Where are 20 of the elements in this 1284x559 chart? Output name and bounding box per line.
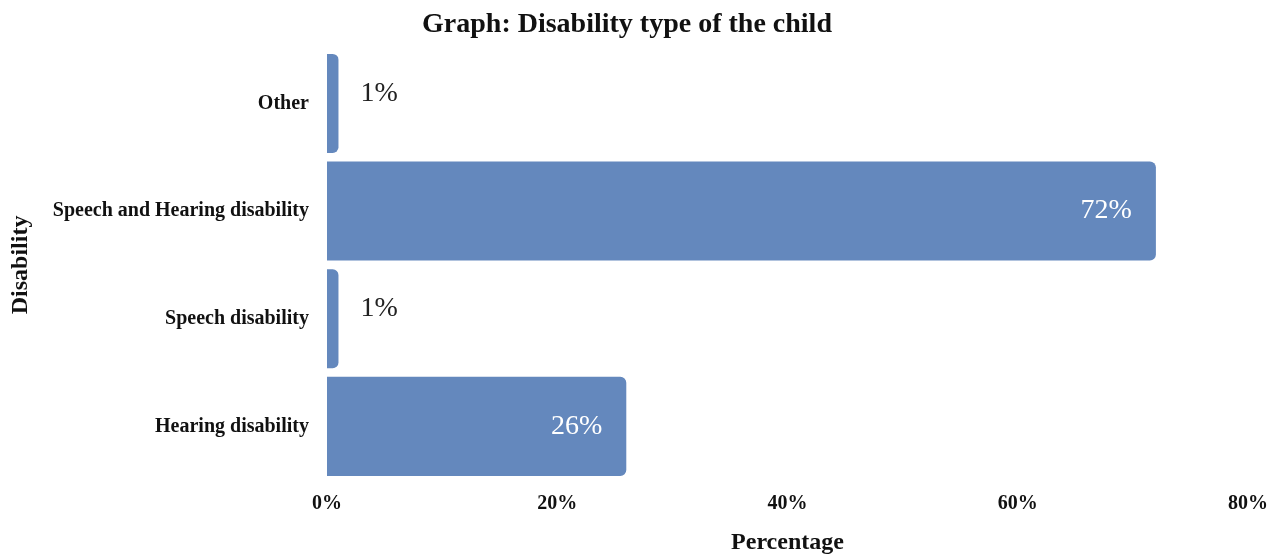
x-tick-label: 0% [311, 491, 342, 514]
bar [326, 161, 1156, 261]
y-axis-title: Disability [5, 215, 32, 315]
y-tick-label: Speech disability [165, 305, 309, 329]
x-axis-title: Percentage [731, 527, 845, 554]
bar [326, 53, 339, 153]
x-tick-label: 20% [537, 491, 578, 514]
x-tick-label: 80% [1228, 491, 1268, 514]
data-label: 1% [360, 291, 398, 323]
data-label: 72% [1080, 193, 1132, 225]
bar [326, 376, 627, 476]
data-label: 26% [550, 408, 603, 440]
y-tick-label: Other [257, 90, 310, 113]
y-tick-label: Speech and Hearing disability [52, 198, 309, 222]
bar [326, 269, 339, 369]
chart-title: Graph: Disability type of the child [422, 7, 833, 39]
x-tick-label: 60% [997, 491, 1038, 514]
y-tick-label: Hearing disability [155, 413, 309, 437]
x-tick-label: 40% [767, 491, 808, 514]
data-label: 1% [360, 75, 398, 107]
